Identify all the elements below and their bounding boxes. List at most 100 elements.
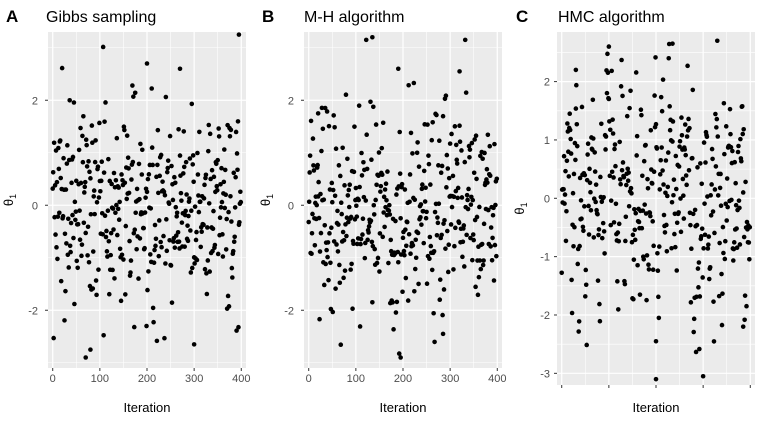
data-point [404, 219, 410, 225]
data-point [215, 157, 221, 163]
data-point [597, 301, 602, 307]
data-point [326, 277, 331, 283]
data-point [672, 211, 678, 217]
data-point [670, 139, 675, 144]
data-points [306, 34, 500, 360]
data-point [68, 249, 73, 255]
data-point [194, 229, 199, 235]
data-point [620, 160, 626, 165]
data-point [650, 267, 656, 272]
data-point [719, 271, 724, 277]
data-point [747, 256, 752, 262]
data-point [475, 292, 481, 298]
data-point [432, 339, 437, 345]
data-point [343, 92, 349, 97]
data-point [385, 169, 390, 174]
data-point [387, 202, 392, 208]
data-point [90, 140, 95, 145]
data-point [106, 238, 112, 244]
data-point [408, 130, 414, 136]
data-point [185, 238, 191, 244]
data-point [673, 244, 678, 250]
data-point [721, 100, 727, 106]
data-point [426, 161, 432, 167]
data-point [686, 168, 692, 173]
data-point [238, 189, 243, 195]
data-point [207, 131, 213, 137]
data-point [195, 150, 200, 156]
data-point [415, 230, 421, 236]
data-point [206, 122, 212, 128]
data-point [613, 163, 618, 169]
data-point [653, 338, 659, 344]
data-point [131, 324, 137, 330]
data-point [75, 221, 81, 227]
data-point [188, 270, 194, 275]
data-point [148, 252, 153, 257]
data-point [75, 265, 80, 271]
data-point [571, 243, 576, 249]
data-point [455, 195, 460, 201]
data-point [468, 202, 474, 207]
data-point [710, 156, 715, 162]
data-point [126, 166, 131, 171]
data-point [738, 136, 743, 142]
data-point [338, 200, 344, 205]
data-point [660, 77, 666, 82]
data-point [407, 172, 413, 177]
data-point [706, 234, 712, 239]
data-point [606, 44, 612, 49]
data-point [600, 220, 606, 226]
data-point [593, 182, 599, 187]
data-point [732, 159, 738, 165]
data-point [387, 212, 393, 217]
data-point [698, 161, 703, 166]
data-point [124, 196, 130, 202]
data-point [429, 137, 435, 143]
data-point [384, 197, 389, 203]
data-point [425, 122, 430, 127]
data-point [165, 165, 171, 171]
data-point [697, 346, 702, 352]
data-point [576, 319, 582, 324]
data-point [406, 82, 411, 88]
data-point [678, 196, 683, 201]
data-point [644, 297, 649, 303]
data-point [443, 246, 448, 251]
data-point [319, 105, 325, 111]
data-point [321, 282, 327, 288]
data-point [369, 157, 374, 162]
data-point [599, 235, 605, 241]
data-point [431, 249, 437, 254]
data-point [193, 237, 199, 243]
data-point [645, 176, 650, 182]
data-point [373, 197, 378, 203]
data-point [494, 253, 499, 259]
data-point [209, 167, 215, 173]
data-point [64, 161, 70, 166]
data-point [88, 211, 94, 217]
data-point [64, 241, 69, 246]
data-point [416, 281, 421, 287]
y-axis-symbol: θ [512, 207, 527, 214]
data-point [419, 222, 424, 227]
data-point [138, 141, 143, 147]
data-point [566, 174, 572, 179]
data-point [601, 229, 607, 234]
data-point [461, 223, 467, 228]
data-point [127, 238, 132, 244]
data-point [97, 120, 102, 126]
data-point [591, 235, 597, 240]
data-point [564, 158, 570, 164]
data-point [608, 198, 614, 203]
data-point [574, 143, 580, 149]
data-point [580, 224, 586, 230]
data-point [402, 252, 407, 258]
data-point [117, 246, 123, 252]
data-point [308, 118, 314, 124]
data-point [586, 203, 591, 209]
data-point [309, 230, 315, 236]
data-point [679, 115, 684, 120]
data-point [484, 166, 490, 172]
data-point [358, 241, 363, 247]
